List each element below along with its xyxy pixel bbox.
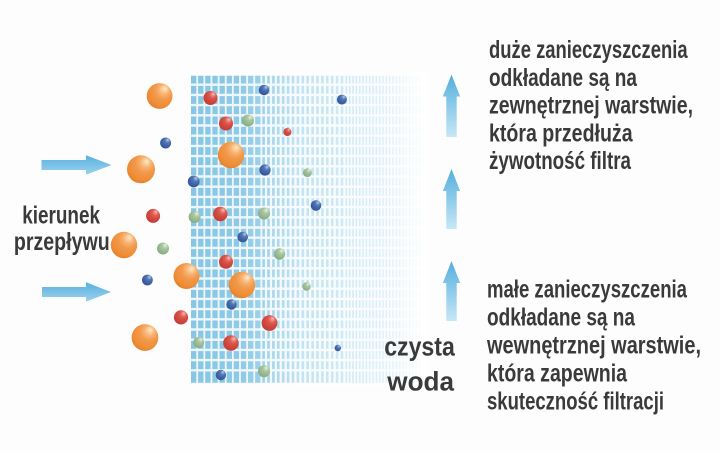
svg-text:duże zanieczyszczenia: duże zanieczyszczenia	[489, 35, 688, 63]
svg-text:woda: woda	[386, 367, 455, 397]
svg-text:która zapewnia: która zapewnia	[487, 359, 627, 387]
svg-text:odkładane są na: odkładane są na	[487, 303, 635, 331]
svg-text:zewnętrznej warstwie,: zewnętrznej warstwie,	[489, 91, 693, 119]
svg-text:kierunek: kierunek	[22, 201, 100, 229]
svg-text:skuteczność filtracji: skuteczność filtracji	[487, 387, 664, 415]
svg-text:żywotność filtra: żywotność filtra	[489, 146, 631, 174]
svg-text:która przedłuża: która przedłuża	[489, 119, 633, 147]
svg-text:małe zanieczyszczenia: małe zanieczyszczenia	[487, 275, 687, 303]
svg-text:odkładane są na: odkładane są na	[489, 63, 637, 91]
svg-text:czysta: czysta	[384, 332, 456, 362]
svg-text:wewnętrznej warstwie,: wewnętrznej warstwie,	[486, 331, 701, 359]
svg-text:przepływu: przepływu	[14, 227, 110, 255]
